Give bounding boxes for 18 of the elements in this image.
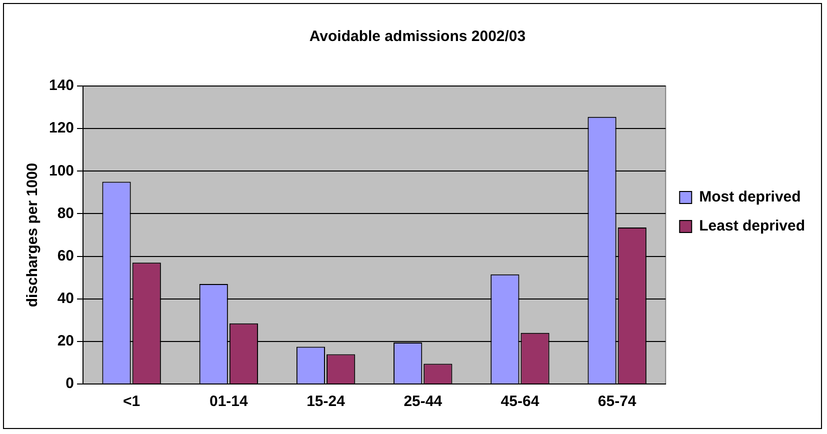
x-tick-label: 15-24 [306, 393, 346, 410]
legend-label: Least deprived [699, 218, 806, 235]
x-tick-label: 25-44 [404, 393, 443, 410]
chart-title: Avoidable admissions 2002/03 [309, 28, 526, 46]
y-tick-label: 20 [57, 332, 74, 350]
y-tick-label: 60 [57, 247, 74, 264]
y-tick-label: 80 [57, 204, 74, 222]
x-tick-label: 01-14 [209, 393, 249, 410]
y-tick-label: 100 [48, 162, 74, 180]
x-tick-label: <1 [123, 393, 140, 410]
y-tick-label: 140 [48, 77, 74, 94]
y-tick-label: 0 [66, 375, 74, 392]
x-tick-label: 45-64 [500, 393, 540, 410]
y-axis-title: discharges per 1000 [24, 162, 42, 308]
y-tick-label: 40 [57, 290, 74, 307]
legend-label: Most deprived [699, 188, 801, 206]
x-tick-label: 65-74 [598, 393, 637, 410]
y-tick-label: 120 [48, 120, 74, 137]
